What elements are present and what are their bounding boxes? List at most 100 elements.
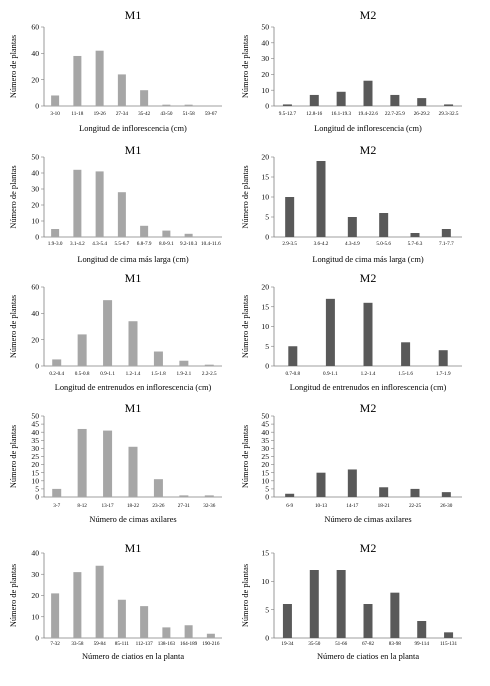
bar xyxy=(441,229,451,237)
x-tick-label: 10-13 xyxy=(315,503,328,509)
x-tick-label: 19-34 xyxy=(281,641,294,647)
y-tick-label: 35 xyxy=(31,436,39,445)
chart-panel-m2-cima: M2 0 5 10 15 20 2.9-3.5 3.6-4.2 4.3-4.9 5.0-5.6 5.… xyxy=(241,143,462,264)
bar xyxy=(103,300,113,366)
y-tick-label: 45 xyxy=(31,420,39,429)
bar xyxy=(390,592,400,638)
y-tick-label: 20 xyxy=(261,283,269,292)
chart-title: M1 xyxy=(125,271,142,285)
bar xyxy=(401,342,411,366)
bar xyxy=(51,95,60,106)
x-tick-label: 19.4-22.6 xyxy=(358,111,378,117)
chart-panel-m1-inflorescencia: M1 0 20 40 60 3-10 11-18 19-26 27-34 35-42 43-50 51… xyxy=(9,8,222,133)
bar xyxy=(73,55,82,106)
x-tick-label: 2.2-2.5 xyxy=(202,371,217,377)
x-tick-label: 112-137 xyxy=(136,641,154,647)
x-tick-label: 18-22 xyxy=(127,503,140,509)
bar xyxy=(73,169,82,237)
bar xyxy=(51,593,60,638)
bar xyxy=(73,572,82,638)
y-tick-label: 5 xyxy=(265,485,269,494)
x-axis-label: Número de ciatios en la planta xyxy=(317,652,419,661)
y-tick-label: 30 xyxy=(261,54,269,63)
y-tick-label: 50 xyxy=(261,412,269,421)
y-tick-label: 40 xyxy=(31,49,39,58)
x-tick-label: 5.0-5.6 xyxy=(376,241,391,247)
bar xyxy=(288,346,298,366)
x-tick-label: 83-98 xyxy=(389,641,402,647)
chart-panel-m2-entrenudos: M2 0 5 10 15 20 0.7-0.8 0.9-1.1 1.2-1.4 1.5-1.6 1.… xyxy=(241,271,462,392)
x-tick-label: 35-42 xyxy=(138,111,151,117)
y-tick-label: 10 xyxy=(261,577,269,586)
x-tick-label: 67-82 xyxy=(362,641,375,647)
x-tick-label: 18-21 xyxy=(378,503,391,509)
chart-title: M1 xyxy=(125,541,142,555)
bar xyxy=(316,161,326,237)
y-tick-label: 15 xyxy=(31,468,39,477)
x-tick-label: 51-66 xyxy=(335,641,348,647)
x-tick-label: 1.5-1.6 xyxy=(398,371,413,377)
y-axis-label: Número de plantas xyxy=(9,165,18,228)
x-tick-label: 4.3-4.9 xyxy=(345,241,360,247)
y-tick-label: 15 xyxy=(261,468,269,477)
bar xyxy=(204,364,214,366)
x-tick-label: 22-25 xyxy=(409,503,422,509)
y-tick-label: 40 xyxy=(31,549,39,558)
x-tick-label: 0.5-0.8 xyxy=(75,371,90,377)
x-tick-label: 43-50 xyxy=(160,111,173,117)
y-tick-label: 35 xyxy=(261,436,269,445)
bar xyxy=(117,192,126,237)
bar xyxy=(179,360,189,366)
bar xyxy=(438,350,448,366)
x-tick-label: 16.1-19.3 xyxy=(331,111,351,117)
bar xyxy=(162,230,171,237)
chart-panel-m1-ciatios: M1 0 10 20 30 40 7-32 33-58 59-84 85-111 112-137 13… xyxy=(9,541,222,661)
bar xyxy=(153,479,163,497)
bar xyxy=(282,604,292,638)
y-tick-label: 30 xyxy=(31,185,39,194)
bar xyxy=(316,472,326,497)
bar xyxy=(184,104,193,106)
x-tick-label: 1.5-1.8 xyxy=(151,371,166,377)
x-tick-label: 85-111 xyxy=(115,641,130,647)
x-tick-label: 1.9-2.1 xyxy=(177,371,192,377)
y-tick-label: 40 xyxy=(261,38,269,47)
x-tick-label: 22.7-25.9 xyxy=(385,111,405,117)
x-tick-label: 99-114 xyxy=(414,641,429,647)
y-tick-label: 5 xyxy=(35,485,39,494)
y-tick-label: 10 xyxy=(261,193,269,202)
y-axis-label: Número de plantas xyxy=(9,35,18,98)
y-tick-label: 40 xyxy=(31,169,39,178)
bar xyxy=(153,351,163,366)
y-tick-label: 50 xyxy=(31,153,39,162)
y-tick-label: 20 xyxy=(261,460,269,469)
x-tick-label: 190-216 xyxy=(202,641,220,647)
bar xyxy=(117,74,126,106)
bar xyxy=(410,233,420,237)
bar xyxy=(444,104,454,106)
x-tick-label: 3-10 xyxy=(50,111,60,117)
x-tick-label: 8.0-9.1 xyxy=(159,241,174,247)
x-tick-label: 0.7-0.8 xyxy=(285,371,300,377)
y-tick-label: 25 xyxy=(31,452,39,461)
x-tick-label: 11-18 xyxy=(71,111,83,117)
y-tick-label: 50 xyxy=(261,23,269,32)
y-axis-label: Número de plantas xyxy=(241,35,250,98)
x-tick-label: 6-9 xyxy=(286,503,293,509)
bar xyxy=(363,604,373,638)
bar xyxy=(103,430,113,497)
x-tick-label: 9.2-10.3 xyxy=(180,241,198,247)
x-tick-label: 27-34 xyxy=(116,111,129,117)
x-tick-label: 35-50 xyxy=(308,641,321,647)
y-tick-label: 5 xyxy=(265,605,269,614)
chart-title: M2 xyxy=(360,271,377,285)
bar xyxy=(184,233,193,237)
y-tick-label: 30 xyxy=(31,570,39,579)
y-tick-label: 50 xyxy=(31,412,39,421)
bar xyxy=(128,446,138,497)
x-axis-label: Longitud de entrenudos en inflorescencia… xyxy=(55,383,212,392)
y-tick-label: 20 xyxy=(31,460,39,469)
x-tick-label: 8-12 xyxy=(77,503,87,509)
bar xyxy=(95,50,104,106)
